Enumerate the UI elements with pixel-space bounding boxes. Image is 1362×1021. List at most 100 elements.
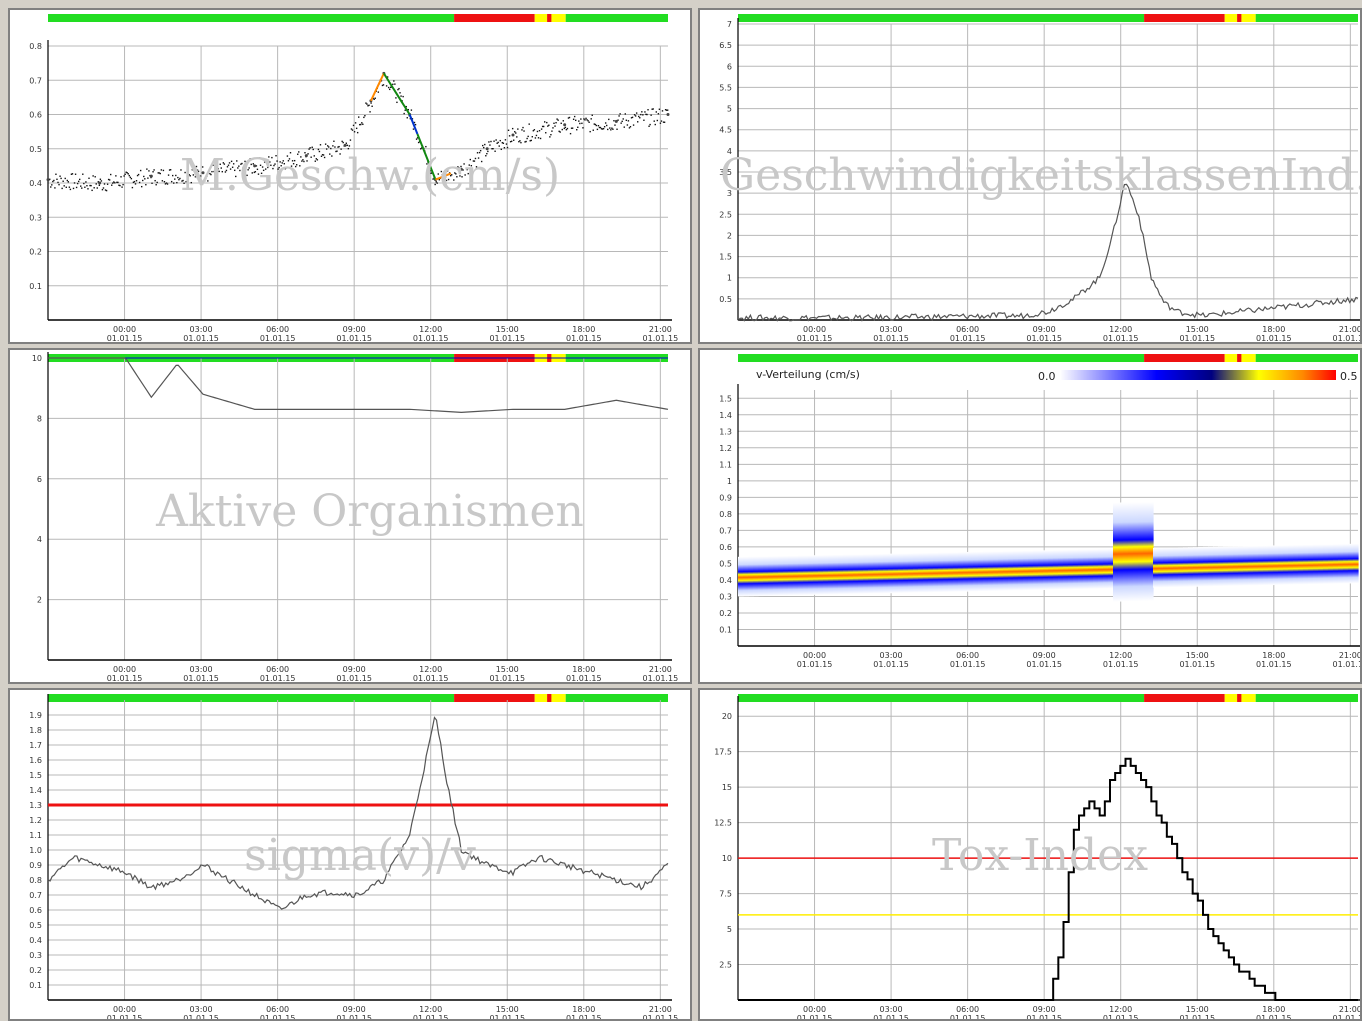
data-point xyxy=(532,130,535,132)
y-tick-label: 1.8 xyxy=(29,726,42,735)
heatmap-column xyxy=(1183,547,1189,587)
heatmap-column xyxy=(923,552,929,593)
x-tick-label: 00:00 xyxy=(113,1005,136,1014)
x-tick-label: 15:00 xyxy=(496,325,519,334)
heatmap-column xyxy=(1178,547,1184,588)
data-point xyxy=(104,189,107,191)
y-tick-label: 0.5 xyxy=(719,559,732,568)
y-tick-label: 5 xyxy=(727,105,732,114)
data-point xyxy=(220,167,222,169)
data-point xyxy=(632,124,635,126)
chart-panel-sigma-ratio: 1.9 1.8 1.7 1.6 1.5 1.4 1.3 1.2 1.1 1.0 0.9 0.8 0.7 0… xyxy=(8,688,692,1021)
data-point xyxy=(453,179,455,181)
chart-panel-mean-speed: 0.8 0.7 0.6 0.5 0.4 0.3 0.2 0.1 00:00 01.01.15 03:… xyxy=(8,8,692,344)
data-point xyxy=(536,130,539,133)
heatmap-column xyxy=(1263,545,1269,586)
heatmap-column xyxy=(1013,550,1019,591)
x-tick-label: 03:00 xyxy=(880,1005,903,1014)
data-point xyxy=(278,166,280,169)
heatmap-column xyxy=(1243,546,1249,586)
heatmap-column xyxy=(838,554,844,595)
data-point xyxy=(513,139,515,141)
data-point xyxy=(235,175,237,178)
data-point xyxy=(614,119,618,123)
data-point xyxy=(141,185,143,188)
data-point xyxy=(175,174,177,177)
heatmap-column xyxy=(1123,502,1129,602)
data-point xyxy=(149,174,153,178)
data-point xyxy=(542,125,545,128)
data-point xyxy=(666,109,669,111)
data-point xyxy=(262,169,265,172)
data-point xyxy=(526,137,528,140)
data-point xyxy=(644,111,646,113)
status-segment-0 xyxy=(48,14,455,22)
data-point xyxy=(578,120,580,122)
data-point xyxy=(565,128,568,131)
data-point xyxy=(51,184,53,186)
data-point xyxy=(519,140,521,142)
data-point xyxy=(282,160,284,162)
data-point xyxy=(552,127,554,129)
data-point xyxy=(474,157,477,160)
data-point xyxy=(555,121,557,124)
heatmap-column xyxy=(1278,545,1284,585)
data-point xyxy=(314,160,316,162)
data-point xyxy=(360,123,362,126)
data-point xyxy=(549,136,551,138)
y-tick-label: 0.1 xyxy=(29,981,42,990)
y-tick-label: 0.4 xyxy=(719,576,732,585)
data-point xyxy=(516,136,518,138)
heatmap-column xyxy=(1323,544,1329,584)
x-tick-label: 15:00 xyxy=(496,665,519,674)
data-point xyxy=(312,148,314,151)
data-point xyxy=(53,179,55,182)
data-point xyxy=(634,115,637,117)
heatmap-column xyxy=(938,552,944,593)
data-point xyxy=(495,139,497,141)
heatmap-column xyxy=(1008,551,1014,591)
y-tick-label: 0.1 xyxy=(719,625,732,634)
data-point xyxy=(485,155,487,157)
data-point xyxy=(203,179,205,182)
heatmap-column xyxy=(753,556,759,597)
data-point xyxy=(577,126,579,129)
data-point xyxy=(521,129,523,131)
data-point xyxy=(309,147,311,149)
x-tick-label: 01.01.15 xyxy=(566,674,602,682)
status-segment-4 xyxy=(1241,694,1256,702)
heatmap-column xyxy=(1268,545,1274,586)
x-tick-label: 01.01.15 xyxy=(260,1014,296,1019)
data-point xyxy=(641,111,643,113)
x-tick-label: 09:00 xyxy=(1033,325,1056,334)
x-tick-label: 01.01.15 xyxy=(1256,334,1292,342)
x-tick-label: 01.01.15 xyxy=(107,1014,143,1019)
data-point xyxy=(617,119,619,121)
heatmap-column xyxy=(1063,549,1069,590)
data-point xyxy=(232,163,235,165)
data-point xyxy=(496,142,498,144)
y-tick-label: 1.2 xyxy=(719,444,732,453)
data-point xyxy=(648,125,650,127)
chart-panel-speed-class-index: 7 6.5 6 5.5 5 4.5 4 3.5 3 2.5 2 1.5 1 0.5 00:00 01.01.1… xyxy=(698,8,1362,344)
data-point xyxy=(181,180,183,182)
data-point xyxy=(100,180,103,182)
data-point xyxy=(304,152,306,154)
data-point xyxy=(199,175,202,177)
data-point xyxy=(470,164,473,167)
heatmap-column xyxy=(1143,501,1149,602)
data-point xyxy=(176,181,178,184)
data-point xyxy=(127,173,129,175)
data-point xyxy=(476,152,479,154)
heatmap-column xyxy=(1068,549,1074,590)
status-segment-4 xyxy=(551,694,566,702)
heatmap-column xyxy=(1208,546,1214,587)
y-tick-label: 1.3 xyxy=(29,801,42,810)
x-tick-label: 12:00 xyxy=(1109,1005,1132,1014)
data-point xyxy=(460,165,462,168)
data-point xyxy=(322,154,325,156)
data-point xyxy=(174,178,176,180)
data-point xyxy=(255,165,258,167)
heatmap-column xyxy=(1133,502,1139,602)
data-point xyxy=(556,118,558,120)
